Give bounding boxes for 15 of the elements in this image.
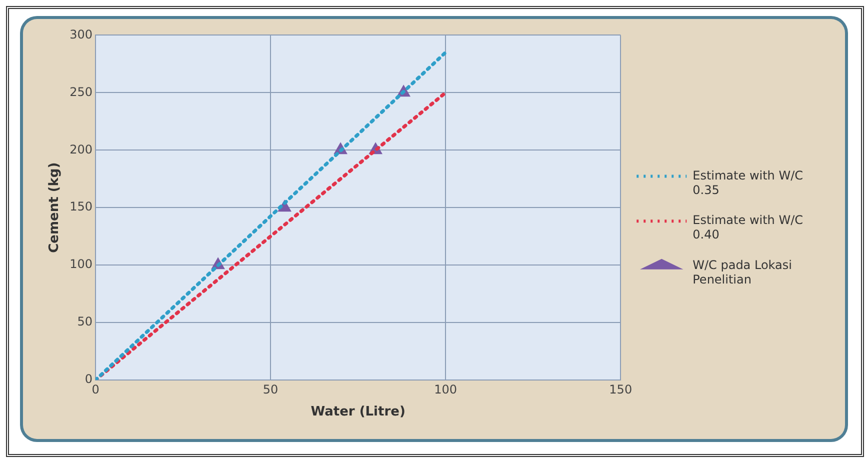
y-tick-label: 0	[84, 372, 93, 386]
x-tick-label: 50	[262, 382, 278, 396]
y-tick-label: 250	[70, 84, 93, 99]
y-tick-label: 300	[70, 27, 93, 42]
y-tick-label: 200	[70, 142, 93, 156]
legend-label: W/C pada Lokasi Penelitian	[692, 258, 792, 286]
y-tick-label: 150	[70, 200, 93, 214]
x-tick-label: 150	[609, 382, 632, 396]
x-axis-title: Water (Litre)	[310, 404, 406, 420]
y-tick-label: 100	[70, 257, 93, 272]
x-tick-label: 100	[434, 382, 458, 396]
y-axis-title: Cement (kg)	[47, 162, 62, 253]
legend-label: Estimate with W/C 0.35	[692, 168, 804, 197]
y-tick-label: 50	[77, 314, 93, 329]
legend-label: Estimate with W/C 0.40	[692, 213, 804, 242]
